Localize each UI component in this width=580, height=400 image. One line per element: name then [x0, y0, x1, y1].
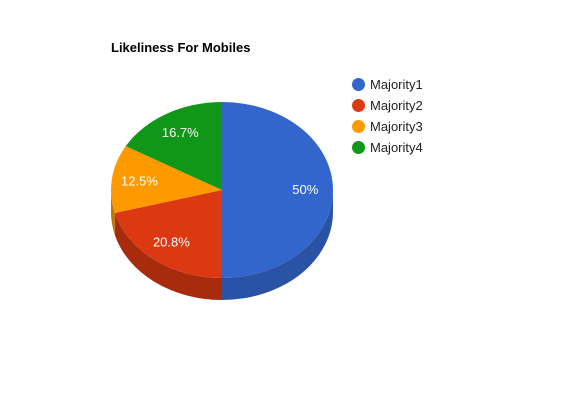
slice-label-majority4: 16.7%: [162, 125, 199, 140]
legend: Majority1 Majority2 Majority3 Majority4: [352, 74, 423, 158]
legend-item-majority1[interactable]: Majority1: [352, 74, 423, 95]
pie-labels: 50% 20.8% 12.5% 16.7%: [121, 125, 319, 250]
slice-label-majority3: 12.5%: [121, 174, 158, 189]
legend-label: Majority3: [370, 119, 423, 134]
pie-slice-majority2[interactable]: [114, 190, 222, 278]
pie-side-majority2: [114, 212, 222, 300]
legend-swatch: [352, 120, 365, 133]
pie-slice-majority1[interactable]: [222, 102, 333, 278]
pie-slice-majority3[interactable]: [110, 146, 222, 213]
pie-side-majority3: [111, 190, 115, 235]
legend-swatch: [352, 99, 365, 112]
legend-swatch: [352, 141, 365, 154]
legend-label: Majority4: [370, 140, 423, 155]
legend-item-majority2[interactable]: Majority2: [352, 95, 423, 116]
pie-slice-majority4[interactable]: [125, 102, 222, 190]
legend-label: Majority2: [370, 98, 423, 113]
legend-item-majority3[interactable]: Majority3: [352, 116, 423, 137]
chart-title: Likeliness For Mobiles: [111, 40, 251, 55]
legend-swatch: [352, 78, 365, 91]
legend-label: Majority1: [370, 77, 423, 92]
legend-item-majority4[interactable]: Majority4: [352, 137, 423, 158]
pie-top: [110, 102, 333, 278]
pie-side-majority1: [222, 190, 333, 300]
slice-label-majority1: 50%: [292, 182, 318, 197]
slice-label-majority2: 20.8%: [153, 234, 190, 249]
pie-depth: [111, 190, 333, 300]
